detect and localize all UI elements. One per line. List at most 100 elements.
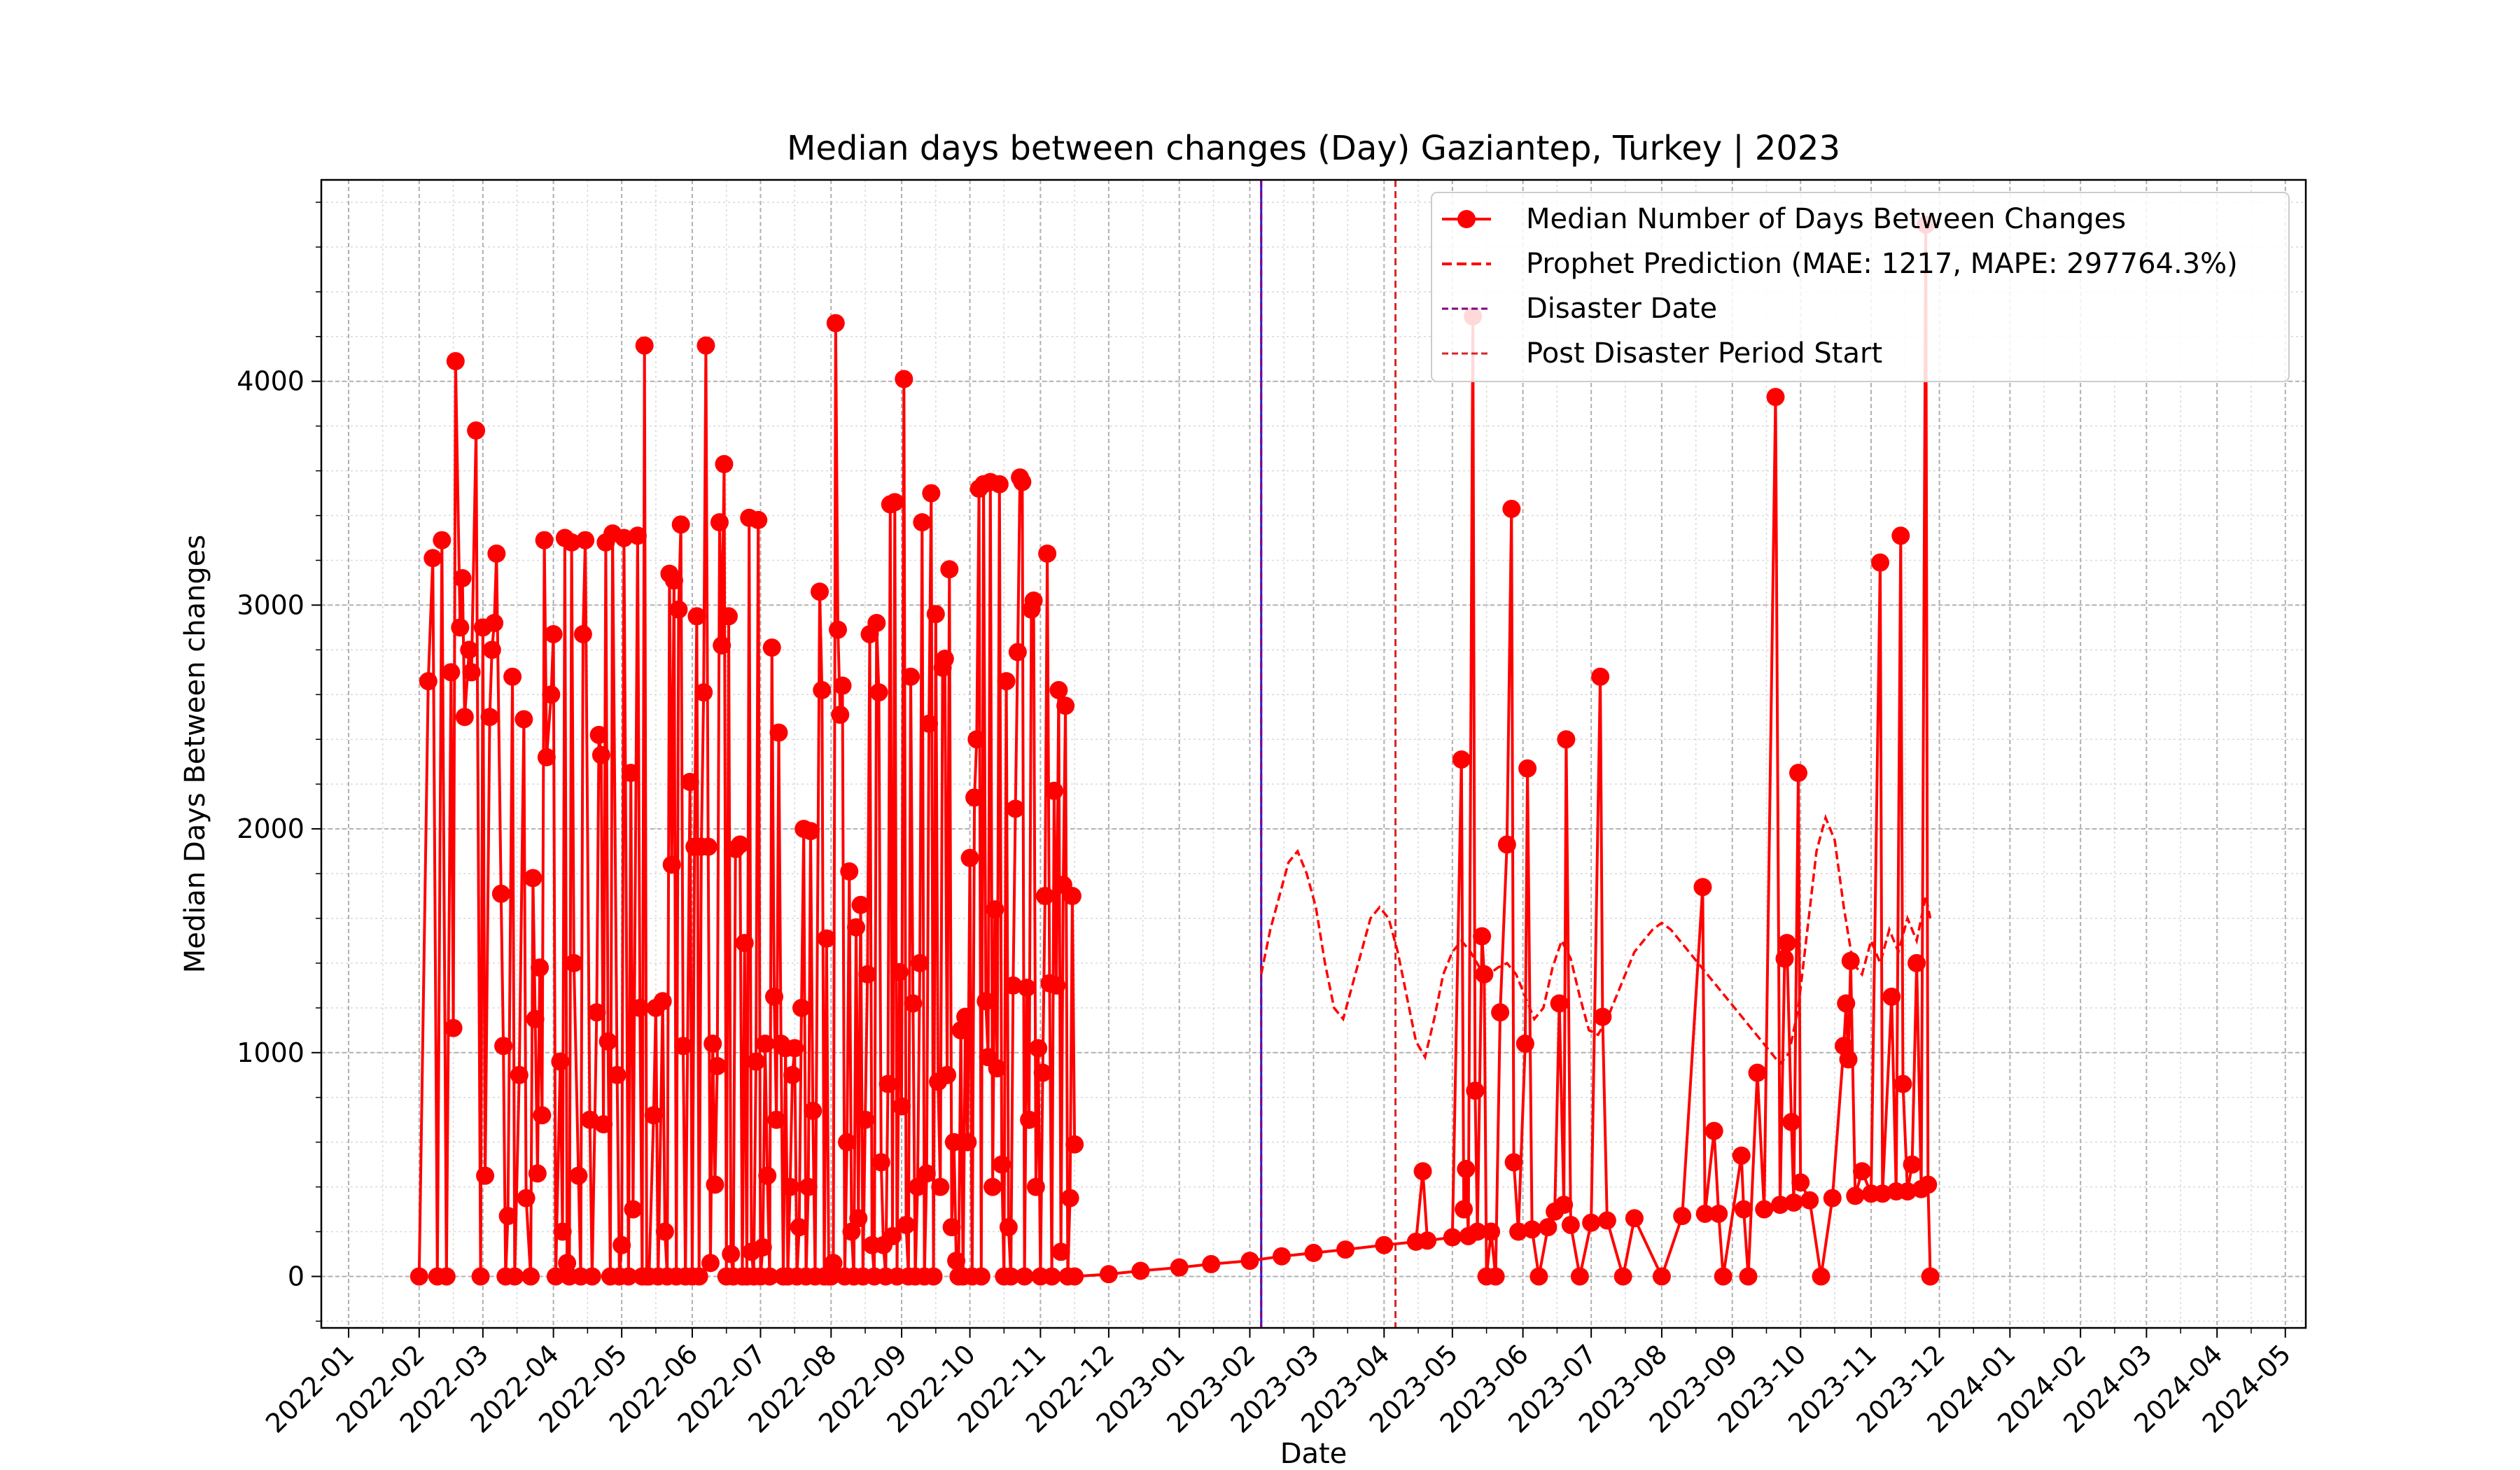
data-point (1504, 1153, 1523, 1172)
data-point (1739, 1267, 1758, 1286)
data-point (983, 1177, 1002, 1196)
data-point (1017, 979, 1036, 997)
data-point (867, 613, 886, 632)
data-point (612, 1236, 631, 1254)
data-point (1336, 1240, 1355, 1259)
x-axis-title: Date (1280, 1438, 1348, 1470)
data-point (653, 992, 672, 1011)
data-point (1491, 1003, 1510, 1022)
legend-label: Prophet Prediction (MAE: 1217, MAPE: 297… (1526, 248, 2238, 280)
data-point (1748, 1063, 1767, 1082)
data-point (669, 600, 688, 619)
observed-line (1074, 224, 1932, 1280)
y-tick-label: 4000 (237, 366, 304, 397)
data-point (1457, 1160, 1476, 1179)
data-point (1004, 976, 1023, 995)
data-point (1907, 953, 1926, 972)
y-tick-label: 3000 (237, 589, 304, 620)
data-point (1871, 553, 1890, 572)
data-point (1582, 1213, 1601, 1232)
data-point (965, 788, 984, 807)
data-point (722, 1245, 741, 1264)
data-point (1625, 1209, 1644, 1228)
data-point (758, 1166, 777, 1185)
data-point (522, 1267, 540, 1286)
data-point (437, 1267, 456, 1286)
data-point (453, 569, 472, 588)
data-point (1051, 1242, 1070, 1261)
data-point (988, 1059, 1007, 1078)
data-point (813, 680, 832, 699)
data-point (833, 676, 852, 695)
data-point (1468, 1222, 1487, 1241)
data-point (869, 683, 888, 702)
data-point (673, 1037, 692, 1056)
data-point (1272, 1247, 1291, 1266)
data-point (1853, 1162, 1872, 1181)
data-point (1413, 1162, 1432, 1181)
data-point (972, 1267, 990, 1286)
data-point (1486, 1267, 1505, 1286)
data-point (587, 1003, 606, 1022)
data-point (503, 667, 522, 686)
data-point (746, 1052, 765, 1071)
data-point (713, 636, 732, 654)
data-point (1788, 764, 1807, 783)
data-point (1898, 1182, 1917, 1200)
legend-box (1431, 192, 2290, 382)
legend-marker (1457, 210, 1476, 228)
data-point (505, 1267, 524, 1286)
legend-label: Median Number of Days Between Changes (1526, 203, 2126, 235)
data-point (1455, 1200, 1474, 1219)
data-point (487, 544, 506, 563)
data-point (694, 683, 713, 702)
data-point (631, 998, 650, 1017)
data-point (719, 607, 738, 626)
data-point (886, 493, 904, 512)
data-point (911, 953, 930, 972)
data-point (811, 582, 830, 601)
data-point (1015, 1267, 1034, 1286)
data-point (1550, 994, 1569, 1013)
legend-label: Disaster Date (1526, 293, 1717, 325)
y-axis: 0 1000 2000 3000 4000 (237, 202, 321, 1322)
data-point (780, 1177, 799, 1196)
data-marks (410, 215, 1940, 1286)
data-point (904, 994, 923, 1013)
data-point (878, 1074, 897, 1093)
data-point (1873, 1184, 1892, 1203)
data-point (858, 965, 877, 983)
data-point (542, 685, 561, 704)
data-point (1024, 592, 1043, 610)
data-point (1695, 1204, 1714, 1223)
data-point (1766, 388, 1785, 407)
data-point (755, 1034, 774, 1053)
data-point (1557, 730, 1576, 749)
data-point (990, 475, 1009, 493)
data-point (1008, 643, 1027, 662)
data-point (783, 1065, 802, 1084)
data-point (1782, 1112, 1801, 1131)
data-point (1240, 1252, 1259, 1270)
data-point (856, 1110, 875, 1129)
data-point (551, 1052, 570, 1071)
y-axis-title: Median Days Between changes (179, 535, 211, 974)
data-point (514, 710, 533, 729)
data-point (1921, 1267, 1940, 1286)
data-point (826, 314, 845, 332)
data-point (533, 1106, 552, 1125)
data-point (749, 510, 768, 529)
data-point (1466, 1082, 1485, 1100)
data-point (537, 748, 556, 766)
data-point (1693, 878, 1712, 897)
data-point (829, 620, 848, 639)
data-point (913, 513, 932, 532)
y-tick-label: 2000 (237, 813, 304, 844)
data-point (594, 1115, 613, 1134)
data-point (1777, 934, 1796, 953)
data-point (491, 884, 510, 903)
data-point (1714, 1267, 1732, 1286)
data-point (710, 513, 729, 532)
data-point (1919, 1175, 1938, 1194)
